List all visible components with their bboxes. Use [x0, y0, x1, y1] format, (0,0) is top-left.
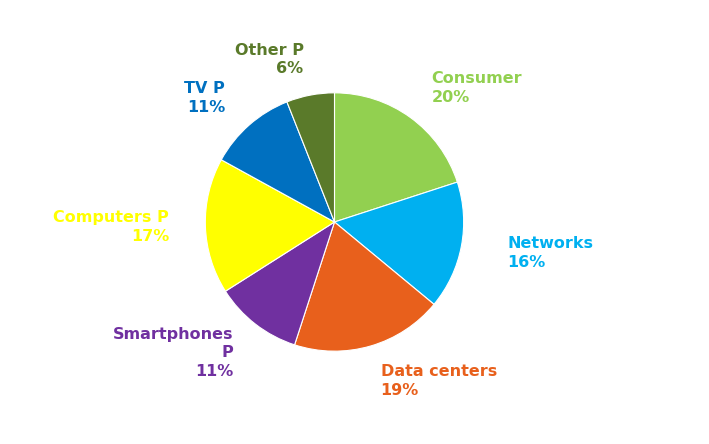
Text: Computers P
17%: Computers P 17% [53, 210, 169, 244]
Text: Smartphones
P
11%: Smartphones P 11% [113, 326, 233, 379]
Wedge shape [287, 93, 335, 222]
Text: Data centers
19%: Data centers 19% [381, 364, 497, 397]
Wedge shape [335, 182, 464, 304]
Text: Consumer
20%: Consumer 20% [432, 71, 523, 105]
Wedge shape [221, 102, 335, 222]
Text: Networks
16%: Networks 16% [507, 236, 593, 270]
Wedge shape [225, 222, 335, 345]
Text: TV P
11%: TV P 11% [184, 81, 225, 115]
Wedge shape [335, 93, 457, 222]
Wedge shape [294, 222, 434, 351]
Wedge shape [206, 160, 335, 291]
Text: Other P
6%: Other P 6% [235, 43, 303, 76]
